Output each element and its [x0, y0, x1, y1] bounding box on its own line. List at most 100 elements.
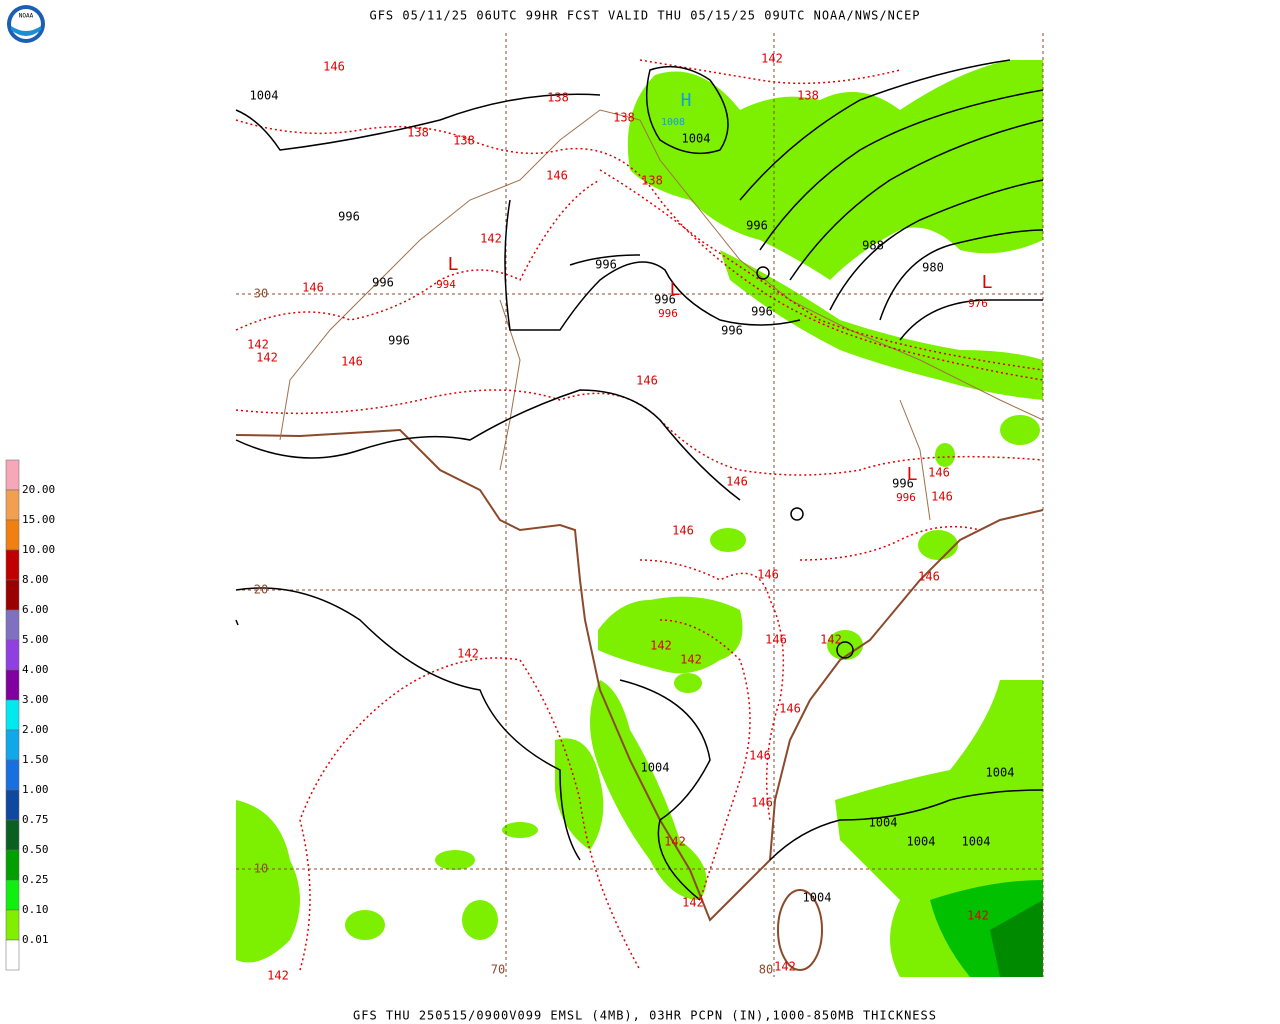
thickness-label: 146 [751, 796, 773, 810]
isobar-label: 1004 [907, 835, 936, 849]
legend-swatch [5, 909, 20, 941]
legend-swatch [5, 579, 20, 611]
thickness-label: 142 [664, 835, 686, 849]
thickness-label: 142 [680, 653, 702, 667]
grid-label: 70 [491, 963, 505, 977]
thickness-label: 142 [967, 909, 989, 923]
isobar-label: 996 [751, 305, 773, 319]
thickness-label: 142 [256, 351, 278, 365]
thickness-label: 146 [757, 568, 779, 582]
legend-label: 1.50 [22, 753, 49, 766]
thickness-label: 146 [749, 749, 771, 763]
legend-label: 2.00 [22, 723, 49, 736]
map-labels: 1004100499699699699699699699699698898099… [247, 52, 1014, 983]
legend-swatch [5, 819, 20, 851]
isobar-label: 988 [862, 239, 884, 253]
pressure-center: 976 [968, 297, 988, 310]
isobar-label: 996 [746, 219, 768, 233]
thickness-label: 146 [636, 374, 658, 388]
thickness-label: 146 [323, 60, 345, 74]
pressure-center: 996 [658, 307, 678, 320]
legend-label: 0.50 [22, 843, 49, 856]
thickness-label: 146 [341, 355, 363, 369]
legend-label: 0.75 [22, 813, 49, 826]
legend-swatch [5, 879, 20, 911]
legend-label: 20.00 [22, 483, 55, 496]
logo-text: NOAA [19, 13, 34, 20]
noaa-logo: NOAA [7, 5, 45, 43]
isobar-label: 980 [922, 261, 944, 275]
isobar-label: 1004 [986, 766, 1015, 780]
thickness-label: 142 [774, 960, 796, 974]
thickness-label: 138 [641, 174, 663, 188]
legend-swatch [5, 489, 20, 521]
isobar-label: 1004 [803, 891, 832, 905]
legend-label: 0.10 [22, 903, 49, 916]
title: GFS 05/11/25 06UTC 99HR FCST VALID THU 0… [369, 9, 920, 23]
thickness-label: 138 [547, 91, 569, 105]
thickness-label: 138 [797, 89, 819, 103]
legend-swatch [5, 639, 20, 671]
thickness-label: 142 [480, 232, 502, 246]
isobar-label: 1004 [682, 132, 711, 146]
isobar-label: 996 [654, 293, 676, 307]
grid-label: 10 [254, 862, 268, 876]
legend-label: 6.00 [22, 603, 49, 616]
pressure-center: H [681, 90, 692, 111]
isobars [235, 59, 1044, 901]
thickness-label: 146 [672, 524, 694, 538]
thickness-label: 142 [761, 52, 783, 66]
thickness-label: 142 [820, 633, 842, 647]
legend-swatch [5, 699, 20, 731]
thickness-contours [235, 59, 1044, 971]
pressure-center: L [982, 272, 993, 293]
thickness-label: 146 [726, 475, 748, 489]
legend-swatch [5, 669, 20, 701]
pressure-center: L [448, 254, 459, 275]
isobar-label: 1004 [250, 89, 279, 103]
legend-swatch [5, 849, 20, 881]
pressure-center: L [907, 464, 918, 485]
legend-label: 0.25 [22, 873, 49, 886]
thickness-label: 146 [546, 169, 568, 183]
legend-swatch [5, 789, 20, 821]
thickness-label: 138 [453, 134, 475, 148]
legend-swatch [5, 729, 20, 761]
footer: GFS THU 250515/0900V099 EMSL (4MB), 03HR… [353, 1009, 937, 1023]
legend-label: 1.00 [22, 783, 49, 796]
pressure-center: L [670, 279, 681, 300]
isobar-label: 1004 [962, 835, 991, 849]
precipitation [236, 60, 1043, 977]
legend-label: 3.00 [22, 693, 49, 706]
thickness-label: 146 [779, 702, 801, 716]
isobar-label: 996 [338, 210, 360, 224]
legend-label: 5.00 [22, 633, 49, 646]
precipitation-heavier [990, 900, 1043, 977]
thickness-label: 146 [931, 490, 953, 504]
legend-swatch [5, 459, 20, 491]
thickness-label: 142 [247, 338, 269, 352]
pressure-center: 994 [436, 278, 456, 291]
isobar-label: 996 [721, 324, 743, 338]
legend-label: 8.00 [22, 573, 49, 586]
isobar-label: 996 [388, 334, 410, 348]
grid-label: 80 [759, 963, 773, 977]
isobar-label: 1004 [869, 816, 898, 830]
thickness-label: 142 [267, 969, 289, 983]
legend-label: 15.00 [22, 513, 55, 526]
thickness-label: 146 [918, 570, 940, 584]
legend-swatch [5, 519, 20, 551]
thickness-label: 146 [302, 281, 324, 295]
pressure-center: 1008 [661, 117, 685, 128]
legend-label: 10.00 [22, 543, 55, 556]
legend-swatch [5, 759, 20, 791]
lat-lon-grid [236, 33, 1044, 977]
thickness-label: 142 [457, 647, 479, 661]
thickness-label: 146 [928, 466, 950, 480]
legend: 20.00 15.00 10.00 8.00 6.00 5.00 4.00 3.00 2.00 1… [5, 459, 55, 971]
thickness-label: 146 [765, 633, 787, 647]
isobar-label: 996 [892, 477, 914, 491]
grid-label: 30 [254, 287, 268, 301]
